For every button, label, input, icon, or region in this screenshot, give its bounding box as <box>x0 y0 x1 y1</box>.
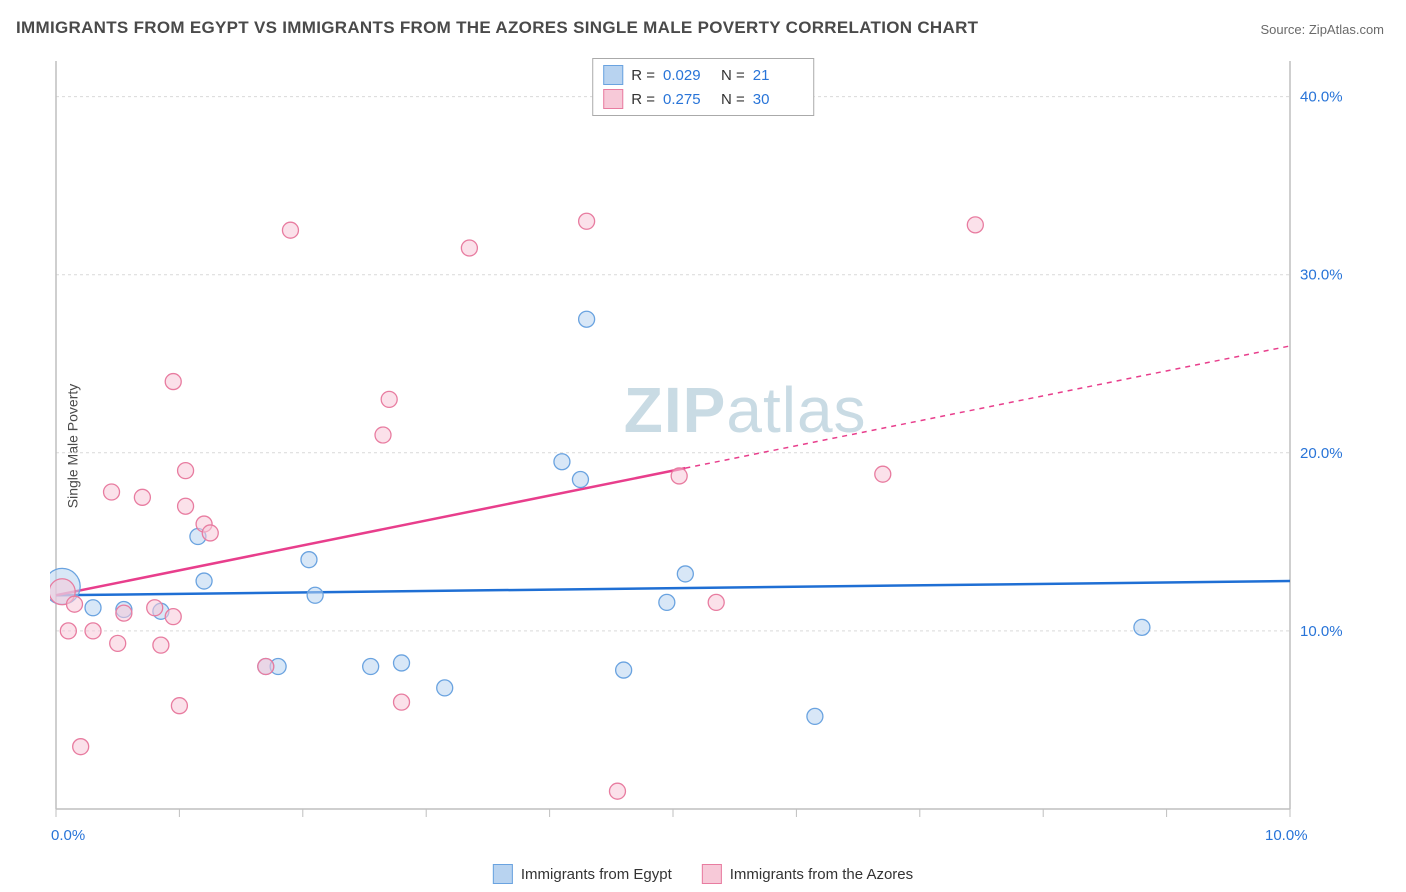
chart-title: IMMIGRANTS FROM EGYPT VS IMMIGRANTS FROM… <box>16 18 978 38</box>
x-tick-label: 10.0% <box>1265 827 1308 844</box>
legend-row-azores: R =0.275 N =30 <box>603 87 803 111</box>
series-legend: Immigrants from Egypt Immigrants from th… <box>493 864 913 884</box>
legend-row-egypt: R =0.029 N =21 <box>603 63 803 87</box>
svg-text:10.0%: 10.0% <box>1300 623 1343 640</box>
legend-item-azores: Immigrants from the Azores <box>702 864 913 884</box>
legend-label: Immigrants from Egypt <box>521 866 672 883</box>
swatch-azores-icon <box>702 864 722 884</box>
svg-text:40.0%: 40.0% <box>1300 89 1343 106</box>
source-label: Source: ZipAtlas.com <box>1260 22 1384 37</box>
correlation-legend: R =0.029 N =21 R =0.275 N =30 <box>592 58 814 116</box>
swatch-azores <box>603 89 623 109</box>
swatch-egypt-icon <box>493 864 513 884</box>
legend-item-egypt: Immigrants from Egypt <box>493 864 672 884</box>
scatter-plot: 10.0% 20.0% 30.0% 40.0% <box>50 55 1350 825</box>
legend-label: Immigrants from the Azores <box>730 866 913 883</box>
svg-text:30.0%: 30.0% <box>1300 267 1343 284</box>
swatch-egypt <box>603 65 623 85</box>
x-tick-label: 0.0% <box>51 827 85 844</box>
svg-text:20.0%: 20.0% <box>1300 445 1343 462</box>
